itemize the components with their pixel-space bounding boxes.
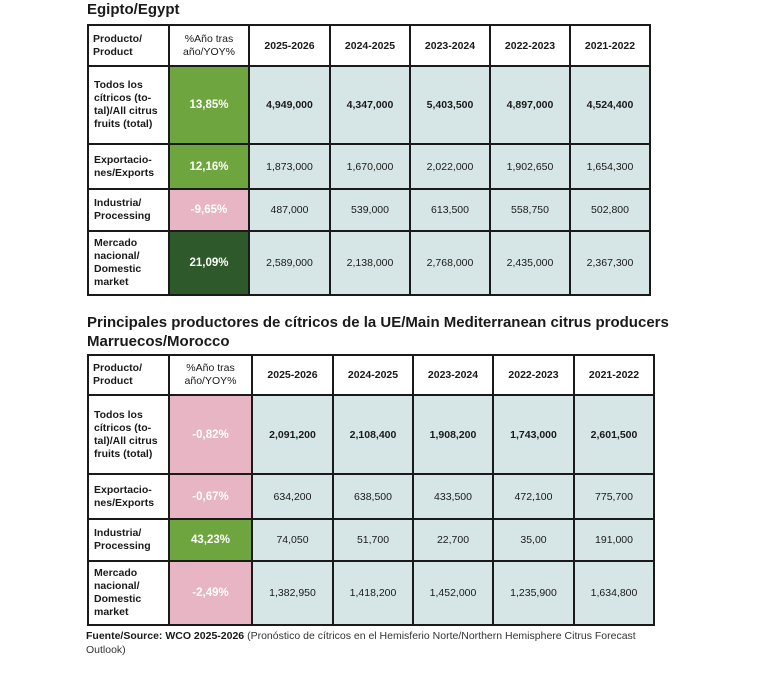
column-header-year: 2024-2025	[329, 24, 411, 67]
column-header-product: Producto/ Product	[87, 24, 170, 67]
value-cell: 2,138,000	[329, 230, 411, 296]
yoy-cell: -9,65%	[168, 188, 250, 232]
value-cell: 2,435,000	[489, 230, 571, 296]
value-cell: 74,050	[251, 518, 334, 562]
yoy-cell: 12,16%	[168, 143, 250, 190]
column-header-year: 2021-2022	[573, 354, 655, 396]
table-row: Mercado nacional/ Domestic market -2,49%…	[87, 560, 655, 626]
table-row: Mercado nacional/ Domestic market 21,09%…	[87, 230, 651, 296]
value-cell: 4,949,000	[248, 65, 331, 145]
source-note: Fuente/Source: WCO 2025-2026 (Pronóstico…	[86, 629, 646, 657]
value-cell: 4,347,000	[329, 65, 411, 145]
column-header-year: 2023-2024	[412, 354, 494, 396]
value-cell: 4,897,000	[489, 65, 571, 145]
yoy-cell: 43,23%	[168, 518, 253, 562]
value-cell: 472,100	[492, 473, 575, 520]
value-cell: 35,00	[492, 518, 575, 562]
row-label: Todos los cítricos (to- tal)/All citrus …	[87, 65, 170, 145]
row-label: Industria/ Processing	[87, 518, 170, 562]
column-header-year: 2022-2023	[492, 354, 575, 396]
row-label: Mercado nacional/ Domestic market	[87, 560, 170, 626]
column-header-yoy: %Año tras año/YOY%	[168, 24, 250, 67]
value-cell: 22,700	[412, 518, 494, 562]
value-cell: 502,800	[569, 188, 651, 232]
table-row: Industria/ Processing -9,65% 487,000 539…	[87, 188, 651, 232]
source-label: Fuente/Source:	[86, 630, 163, 642]
value-cell: 1,670,000	[329, 143, 411, 190]
value-cell: 2,768,000	[409, 230, 491, 296]
value-cell: 487,000	[248, 188, 331, 232]
yoy-cell: 13,85%	[168, 65, 250, 145]
column-header-year: 2022-2023	[489, 24, 571, 67]
value-cell: 5,403,500	[409, 65, 491, 145]
value-cell: 634,200	[251, 473, 334, 520]
table-header-row: Producto/ Product %Año tras año/YOY% 202…	[87, 354, 655, 396]
value-cell: 613,500	[409, 188, 491, 232]
row-label: Exportacio- nes/Exports	[87, 143, 170, 190]
table-row: Exportacio- nes/Exports 12,16% 1,873,000…	[87, 143, 651, 190]
value-cell: 1,654,300	[569, 143, 651, 190]
value-cell: 2,091,200	[251, 394, 334, 475]
yoy-cell: -2,49%	[168, 560, 253, 626]
value-cell: 2,589,000	[248, 230, 331, 296]
yoy-cell: 21,09%	[168, 230, 250, 296]
row-label: Todos los cítricos (to- tal)/All citrus …	[87, 394, 170, 475]
column-header-product: Producto/ Product	[87, 354, 170, 396]
value-cell: 2,601,500	[573, 394, 655, 475]
value-cell: 4,524,400	[569, 65, 651, 145]
column-header-year: 2021-2022	[569, 24, 651, 67]
table-row: Industria/ Processing 43,23% 74,050 51,7…	[87, 518, 655, 562]
column-header-year: 2025-2026	[251, 354, 334, 396]
table-row: Todos los cítricos (to- tal)/All citrus …	[87, 65, 651, 145]
column-header-year: 2025-2026	[248, 24, 331, 67]
value-cell: 1,873,000	[248, 143, 331, 190]
table-row: Todos los cítricos (to- tal)/All citrus …	[87, 394, 655, 475]
value-cell: 2,022,000	[409, 143, 491, 190]
value-cell: 1,382,950	[251, 560, 334, 626]
value-cell: 191,000	[573, 518, 655, 562]
column-header-year: 2023-2024	[409, 24, 491, 67]
column-header-yoy: %Año tras año/YOY%	[168, 354, 253, 396]
value-cell: 1,902,650	[489, 143, 571, 190]
value-cell: 1,908,200	[412, 394, 494, 475]
value-cell: 433,500	[412, 473, 494, 520]
egypt-citrus-table: Producto/ Product %Año tras año/YOY% 202…	[87, 24, 651, 296]
section-title: Principales productores de cítricos de l…	[87, 314, 669, 331]
column-header-year: 2024-2025	[332, 354, 414, 396]
egypt-table-title: Egipto/Egypt	[87, 1, 180, 18]
value-cell: 51,700	[332, 518, 414, 562]
value-cell: 775,700	[573, 473, 655, 520]
morocco-table-title: Marruecos/Morocco	[87, 333, 230, 350]
table-row: Exportacio- nes/Exports -0,67% 634,200 6…	[87, 473, 655, 520]
row-label: Mercado nacional/ Domestic market	[87, 230, 170, 296]
value-cell: 1,452,000	[412, 560, 494, 626]
source-description: (Pronóstico de cítricos en el Hemisferio…	[86, 630, 636, 656]
value-cell: 558,750	[489, 188, 571, 232]
value-cell: 1,418,200	[332, 560, 414, 626]
value-cell: 2,108,400	[332, 394, 414, 475]
value-cell: 1,235,900	[492, 560, 575, 626]
row-label: Exportacio- nes/Exports	[87, 473, 170, 520]
yoy-cell: -0,67%	[168, 473, 253, 520]
value-cell: 638,500	[332, 473, 414, 520]
yoy-cell: -0,82%	[168, 394, 253, 475]
value-cell: 539,000	[329, 188, 411, 232]
morocco-citrus-table: Producto/ Product %Año tras año/YOY% 202…	[87, 354, 655, 626]
value-cell: 2,367,300	[569, 230, 651, 296]
value-cell: 1,634,800	[573, 560, 655, 626]
table-header-row: Producto/ Product %Año tras año/YOY% 202…	[87, 24, 651, 67]
row-label: Industria/ Processing	[87, 188, 170, 232]
source-report: WCO 2025-2026	[165, 630, 245, 642]
value-cell: 1,743,000	[492, 394, 575, 475]
